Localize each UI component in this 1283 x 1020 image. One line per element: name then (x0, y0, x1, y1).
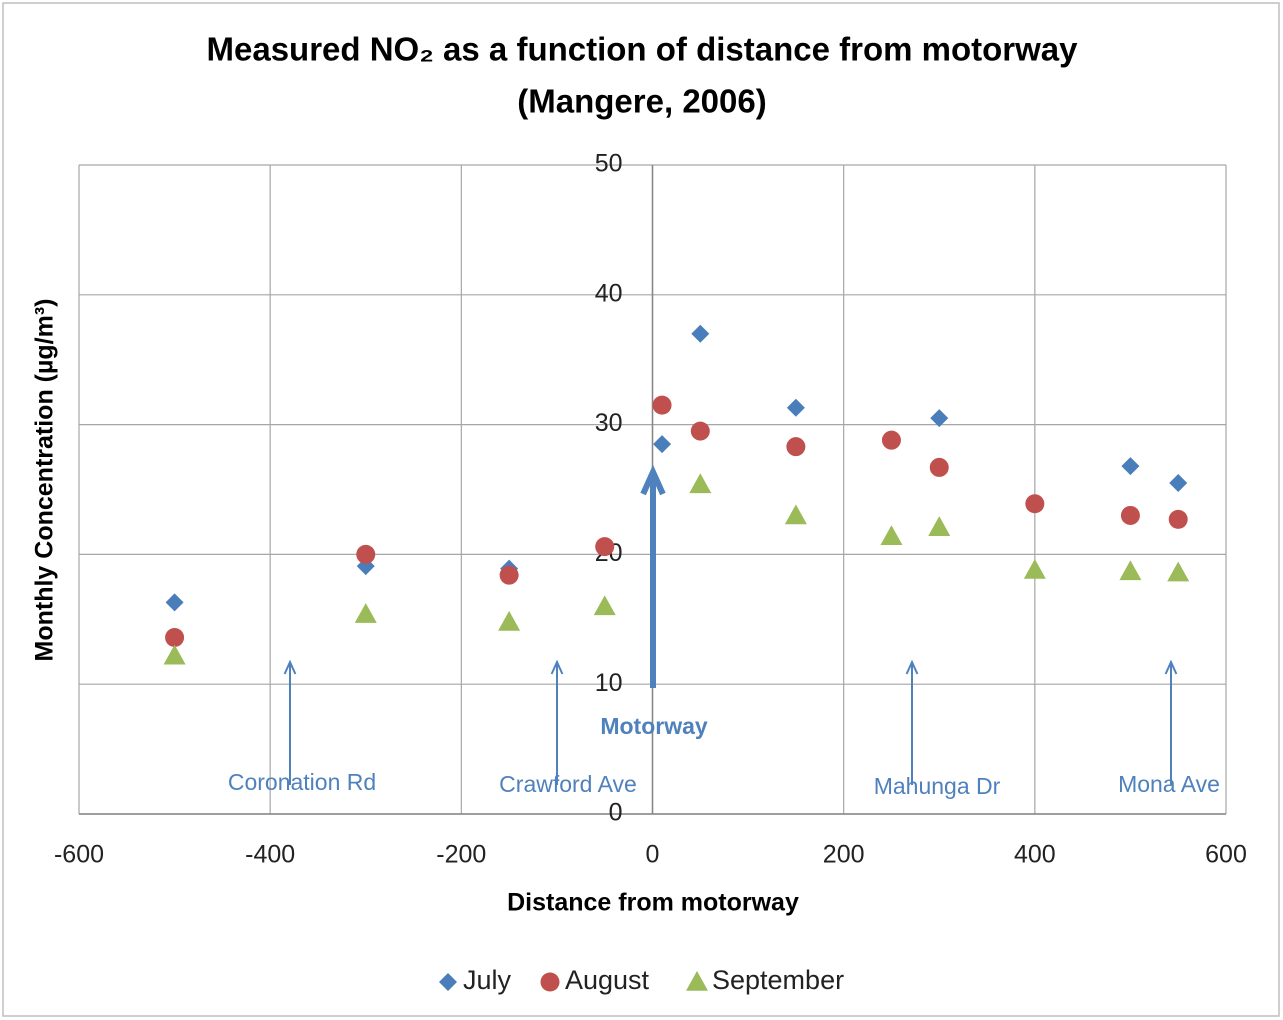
annotation-arrowhead (283, 659, 297, 675)
y-tick-label: 0 (609, 799, 623, 827)
y-tick-label: 10 (595, 669, 623, 697)
annotation-arrowhead (1164, 659, 1178, 675)
annotation-arrowhead (905, 659, 919, 675)
y-axis-label: Monthly Concentration (µg/m³) (31, 299, 59, 662)
marker-circle (786, 437, 806, 457)
marker-triangle (1119, 560, 1142, 581)
annotation: Mona Ave (1118, 771, 1220, 797)
marker-diamond (1169, 474, 1188, 493)
annotation: Mahunga Dr (874, 773, 1001, 799)
annotation: Crawford Ave (499, 771, 637, 797)
marker-circle (499, 565, 519, 585)
marker-diamond (653, 435, 672, 454)
marker-circle (652, 395, 672, 415)
y-tick-label: 50 (595, 150, 623, 178)
x-tick-label: 200 (823, 841, 865, 869)
marker-diamond (786, 398, 805, 417)
marker-circle (690, 421, 710, 441)
marker-triangle (928, 516, 951, 536)
y-tick-label: 30 (595, 409, 623, 437)
marker-circle (356, 544, 376, 564)
marker-diamond (930, 409, 949, 428)
annotation: Coronation Rd (228, 769, 376, 795)
legend-label: July (463, 965, 512, 995)
marker-circle (1168, 509, 1188, 529)
chart-title: (Mangere, 2006) (517, 83, 766, 120)
x-tick-label: 0 (646, 841, 660, 869)
x-tick-label: -200 (436, 841, 486, 869)
marker-triangle (163, 644, 186, 665)
marker-circle (1025, 494, 1045, 514)
x-tick-label: 400 (1014, 841, 1056, 869)
marker-triangle (689, 473, 712, 494)
marker-triangle (1167, 561, 1190, 582)
marker-circle (540, 972, 560, 992)
annotation-arrowhead (640, 464, 666, 496)
marker-circle (929, 457, 949, 477)
marker-circle (595, 537, 615, 557)
marker-triangle (498, 610, 521, 631)
x-axis-label: Distance from motorway (507, 889, 799, 917)
marker-triangle (354, 603, 377, 623)
marker-diamond (165, 593, 184, 612)
marker-triangle (1023, 558, 1046, 579)
marker-circle (165, 627, 185, 647)
marker-diamond (691, 324, 710, 343)
y-tick-label: 40 (595, 279, 623, 307)
marker-triangle (880, 525, 903, 546)
marker-triangle (593, 595, 616, 616)
marker-triangle (784, 504, 807, 525)
legend-label: August (565, 965, 650, 995)
annotation: Motorway (600, 713, 708, 739)
annotation-arrowhead (550, 659, 564, 675)
x-tick-label: 600 (1205, 841, 1247, 869)
marker-triangle (686, 971, 708, 991)
marker-circle (1120, 505, 1140, 525)
x-tick-label: -600 (54, 841, 104, 869)
legend-label: September (712, 965, 844, 995)
marker-diamond (1121, 457, 1140, 476)
chart-title: Measured NO₂ as a function of distance f… (207, 31, 1079, 68)
marker-diamond (439, 973, 457, 991)
marker-circle (881, 430, 901, 450)
x-tick-label: -400 (245, 841, 295, 869)
